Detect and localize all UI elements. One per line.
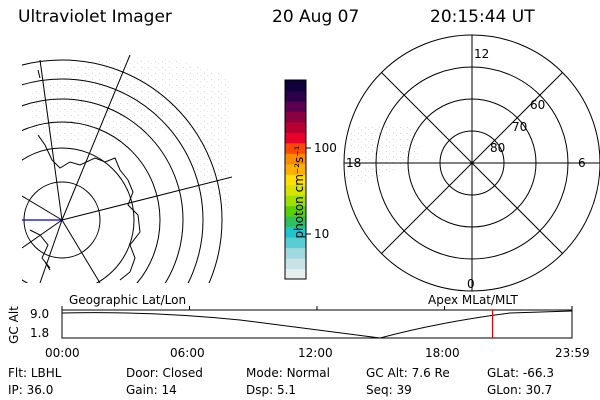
status-mode: Mode: Normal	[246, 366, 330, 380]
aurora-speckle-polar	[345, 123, 420, 185]
colorbar-segment	[285, 142, 306, 154]
status-glon: GLon: 30.7	[487, 383, 553, 397]
colorbar	[285, 80, 306, 280]
status-seq: Seq: 39	[366, 383, 412, 397]
apex-label: Apex MLat/MLT	[428, 293, 518, 307]
colorbar-segment	[285, 121, 306, 133]
status-gain: Gain: 14	[126, 383, 177, 397]
coastline	[29, 69, 141, 281]
colorbar-segment	[285, 90, 306, 102]
colorbar-segment	[285, 80, 306, 91]
lat-label-60: 60	[530, 98, 546, 112]
colorbar-segment	[285, 268, 306, 280]
geographic-map	[22, 54, 232, 283]
colorbar-segment	[285, 132, 306, 144]
colorbar-segment	[285, 100, 306, 112]
x-tick-label-2359: 23:59	[555, 346, 590, 360]
geographic-label: Geographic Lat/Lon	[69, 293, 187, 307]
altitude-plot	[61, 306, 573, 339]
alt-ymax-label: 9.0	[30, 307, 50, 321]
time-label: 20:15:44 UT	[430, 7, 535, 27]
colorbar-segment	[285, 174, 306, 186]
colorbar-segment	[285, 247, 306, 259]
colorbar-segment	[285, 195, 306, 207]
x-tick-label-1800: 18:00	[425, 346, 460, 360]
lat-label-80: 80	[490, 141, 506, 155]
lat-label-70: 70	[512, 120, 528, 134]
colorbar-segment	[285, 237, 306, 249]
colorbar-segment	[285, 226, 306, 238]
status-dsp: Dsp: 5.1	[246, 383, 297, 397]
colorbar-label-100: 100	[314, 141, 337, 155]
mlt-spokes	[344, 35, 600, 291]
mlt-label-18: 18	[346, 156, 362, 170]
mlt-label-6: 6	[578, 156, 586, 170]
gc-alt-axis-label: GC Alt	[7, 306, 21, 344]
meridian-lines	[22, 54, 232, 283]
status-ip: IP: 36.0	[8, 383, 54, 397]
status-gc-alt: GC Alt: 7.6 Re	[366, 366, 450, 380]
app-title: Ultraviolet Imager	[18, 7, 172, 27]
mlt-label-12: 12	[474, 47, 490, 61]
colorbar-segment	[285, 163, 306, 175]
colorbar-unit-label: photon cm⁻²s⁻¹	[292, 145, 306, 239]
altitude-plot-frame	[61, 309, 573, 339]
colorbar-segment	[285, 216, 306, 228]
status-door: Door: Closed	[126, 366, 203, 380]
colorbar-segment	[285, 153, 306, 165]
x-tick-label-1200: 12:00	[298, 346, 333, 360]
x-tick-label-0000: 00:00	[45, 346, 80, 360]
altitude-curve	[61, 310, 573, 339]
alt-ymin-label: 1.8	[30, 326, 50, 340]
colorbar-frame	[284, 79, 307, 280]
colorbar-segment	[285, 184, 306, 196]
colorbar-segment	[285, 258, 306, 270]
polar-plot	[343, 34, 600, 292]
x-tick-label-0600: 06:00	[170, 346, 205, 360]
status-flt: Flt: LBHL	[8, 366, 62, 380]
colorbar-segment	[285, 111, 306, 123]
aurora-speckle	[30, 57, 232, 214]
colorbar-label-10: 10	[314, 227, 330, 241]
colorbar-segment	[285, 205, 306, 217]
mlt-label-0: 0	[467, 277, 475, 291]
date-label: 20 Aug 07	[272, 7, 360, 27]
status-glat: GLat: -66.3	[487, 366, 554, 380]
